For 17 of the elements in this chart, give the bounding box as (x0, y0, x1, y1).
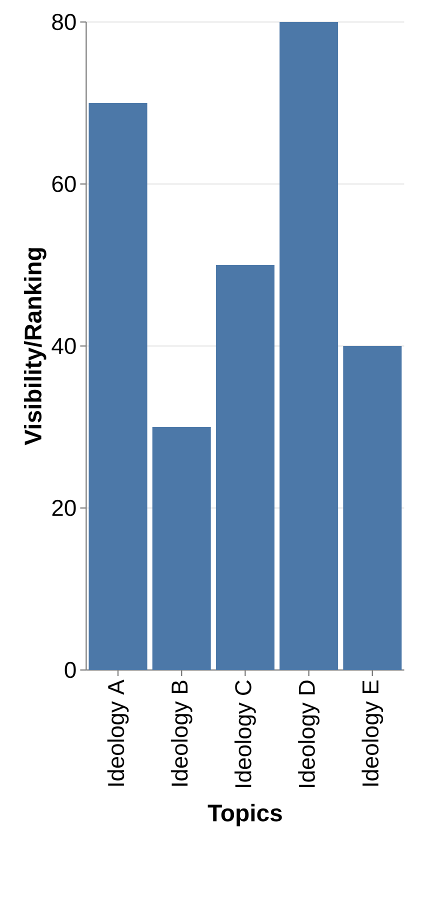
x-tick-label: Ideology C (234, 680, 256, 787)
y-tick-label: 0 (64, 662, 76, 678)
y-tick-label: 20 (52, 500, 76, 516)
bar (216, 264, 274, 670)
bar (152, 426, 211, 670)
bar (280, 22, 338, 670)
y-axis-title: Visibility/Ranking (24, 248, 46, 446)
x-axis-title: Topics (208, 804, 282, 826)
y-tick-label: 40 (52, 338, 76, 354)
x-tick-label: Ideology E (362, 680, 384, 786)
bar (343, 346, 402, 670)
y-tick-label: 80 (52, 14, 76, 30)
x-tick-label: Ideology D (298, 680, 320, 787)
y-tick-label: 60 (52, 176, 76, 192)
bar (88, 102, 148, 670)
x-tick-label: Ideology A (107, 680, 129, 786)
x-tick-label: Ideology B (170, 680, 192, 786)
